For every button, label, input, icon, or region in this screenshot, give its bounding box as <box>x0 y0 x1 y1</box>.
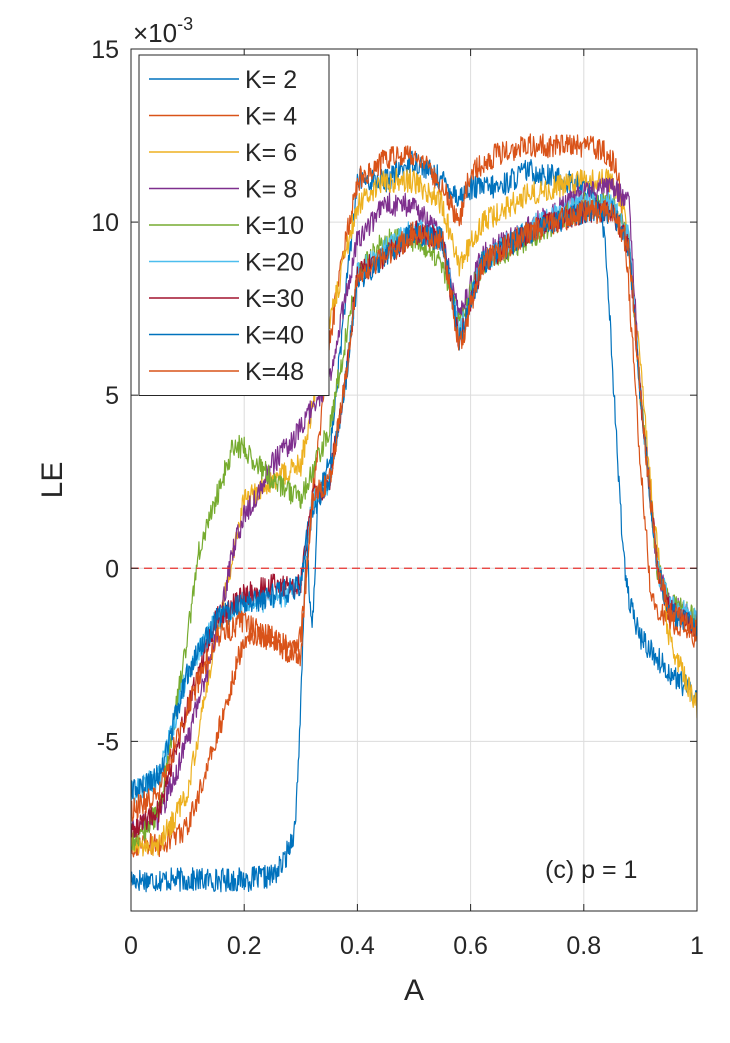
legend-label-k-48: K=48 <box>245 358 304 386</box>
legend-label-k-10: K=10 <box>245 212 304 240</box>
legend-label-k-6: K= 6 <box>245 139 297 167</box>
x-tick-label-2: 0.4 <box>340 932 375 960</box>
axis-ticks: 0 0.2 0.4 0.6 0.8 1 -5 0 5 10 15 <box>91 36 704 960</box>
y-tick-label-4: 15 <box>91 36 119 64</box>
series-line-k-48 <box>131 199 697 822</box>
panel-annotation: (c) p = 1 <box>545 856 637 884</box>
axis-labels: A LE ×10-3 (c) p = 1 <box>36 14 637 1007</box>
series-line-k-8 <box>131 177 697 838</box>
legend-label-k-20: K=20 <box>245 249 304 277</box>
legend-label-k-40: K=40 <box>245 322 304 350</box>
y-exponent-power: -3 <box>177 14 193 34</box>
series-line-k-4 <box>131 133 697 858</box>
legend-label-k-4: K= 4 <box>245 103 297 131</box>
axes-box <box>130 48 698 912</box>
series-line-k-40 <box>131 200 697 802</box>
x-axis-label: A <box>404 974 424 1007</box>
legend-label-k-2: K= 2 <box>245 66 297 94</box>
y-tick-label-0: -5 <box>97 728 119 756</box>
y-exponent-base: ×10 <box>133 18 177 48</box>
legend-label-k-30: K=30 <box>245 285 304 313</box>
y-tick-label-1: 0 <box>105 555 119 583</box>
x-tick-label-3: 0.6 <box>453 932 488 960</box>
x-tick-label-5: 1 <box>690 932 704 960</box>
x-tick-label-4: 0.8 <box>566 932 601 960</box>
x-tick-label-1: 0.2 <box>227 932 262 960</box>
y-axis-label: LE <box>36 462 69 499</box>
x-tick-label-0: 0 <box>124 932 138 960</box>
y-tick-label-3: 10 <box>91 209 119 237</box>
series-lines <box>131 133 697 893</box>
legend: K= 2 K= 4 K= 6 K= 8 K=10 K=20 K=30 K=40 K=48 <box>138 54 330 396</box>
y-exponent: ×10-3 <box>133 14 193 48</box>
y-tick-label-2: 5 <box>105 382 119 410</box>
legend-label-k-8: K= 8 <box>245 176 297 204</box>
